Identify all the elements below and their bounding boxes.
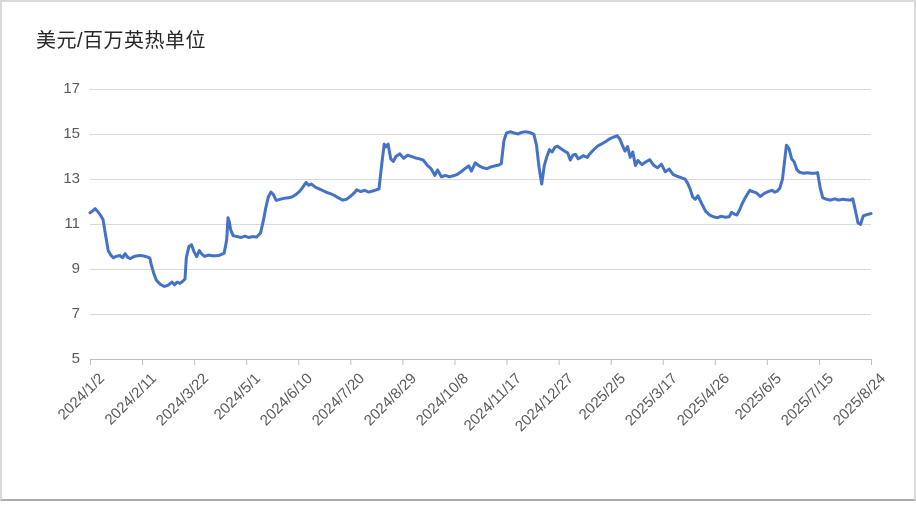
y-axis-tick-label: 13 <box>63 170 80 187</box>
y-axis-tick-label: 17 <box>63 80 80 97</box>
chart-title: 美元/百万英热单位 <box>36 30 207 52</box>
y-axis-tick-label: 7 <box>71 305 80 322</box>
y-axis-tick-label: 5 <box>71 350 80 367</box>
line-chart-svg <box>88 89 873 365</box>
price-line-series <box>88 130 873 288</box>
y-axis-tick-label: 11 <box>64 215 80 232</box>
chart-container: { "chart_data": { "type": "line", "title… <box>0 0 916 501</box>
y-axis-tick-label: 15 <box>63 125 80 142</box>
y-axis-tick-label: 9 <box>71 260 80 277</box>
plot-area: 5 7 9 11 13 15 17 2024/1/2 2024/2/11 2024/3/22 20… <box>2 2 916 503</box>
